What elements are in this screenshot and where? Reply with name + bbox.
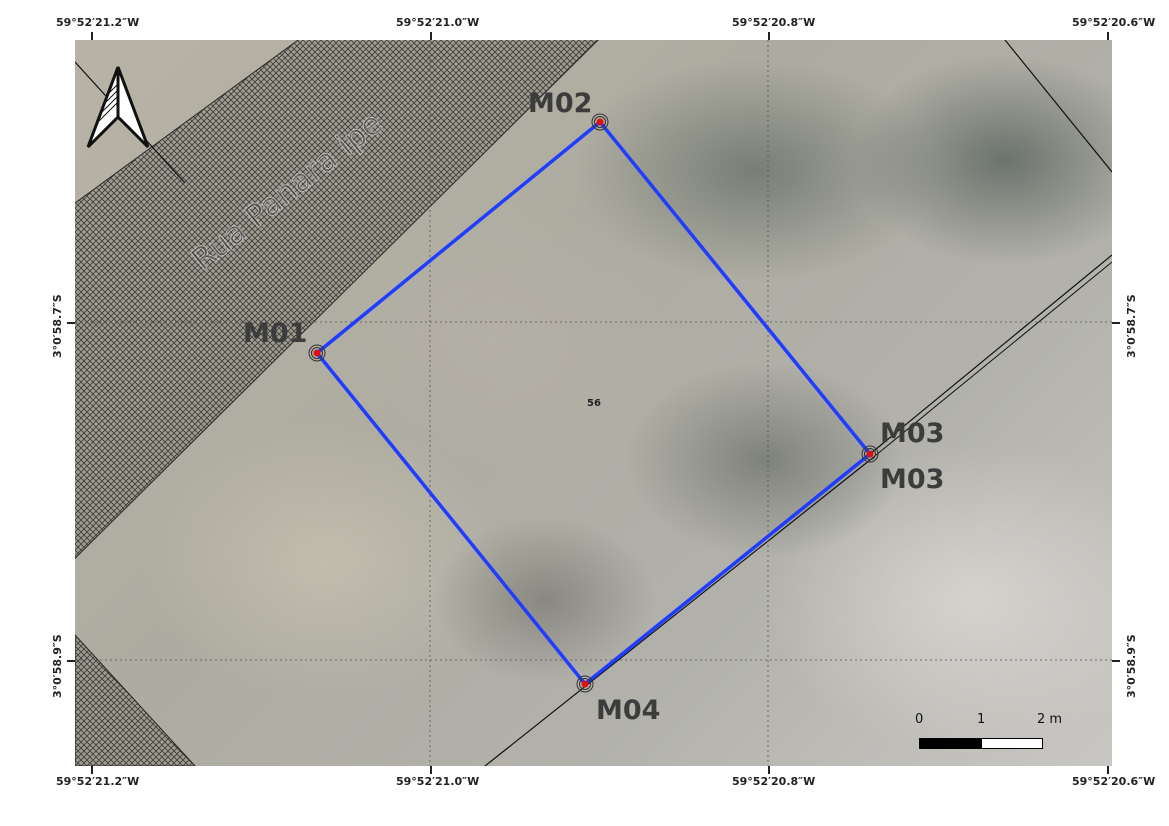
marker-label-m02: M02	[528, 88, 593, 119]
scale-label-2: 2 m	[1037, 712, 1063, 727]
marker-m04	[576, 675, 594, 693]
grid-label-right-2: 3°0′58.9″S	[1125, 634, 1138, 698]
marker-label-m03: M03	[880, 418, 945, 449]
grid-tick	[67, 660, 75, 662]
grid-label-top-4: 59°52′20.6″W	[1072, 16, 1156, 29]
grid-tick	[1107, 766, 1109, 774]
grid-label-left-2: 3°0′58.9″S	[51, 634, 64, 698]
grid-label-left-1: 3°0′58.7″S	[51, 294, 64, 358]
grid-tick	[1107, 32, 1109, 40]
scale-segment-light	[981, 738, 1043, 749]
grid-tick	[1112, 322, 1120, 324]
map-layers	[75, 40, 1112, 766]
street-area-hatch	[75, 40, 599, 559]
grid-tick	[91, 766, 93, 774]
scale-label-0: 0	[915, 712, 924, 727]
marker-m02	[591, 113, 609, 131]
marker-label-m03-secondary: M03	[880, 464, 945, 495]
grid-tick	[1112, 660, 1120, 662]
lot-line	[1004, 40, 1112, 173]
scale-bar: 0 1 2 m	[915, 712, 1062, 752]
grid-label-bottom-2: 59°52′21.0″W	[396, 775, 480, 788]
grid-tick	[67, 322, 75, 324]
marker-m01	[308, 344, 326, 362]
grid-tick	[91, 32, 93, 40]
lot-line	[869, 254, 1112, 455]
grid-label-right-1: 3°0′58.7″S	[1125, 294, 1138, 358]
marker-label-m04: M04	[596, 695, 661, 726]
scale-label-1: 1	[977, 712, 986, 727]
grid-label-top-2: 59°52′21.0″W	[396, 16, 480, 29]
grid-label-bottom-1: 59°52′21.2″W	[56, 775, 140, 788]
street-area-lower-hatch	[75, 634, 196, 766]
scale-segment-dark	[919, 738, 981, 749]
grid-tick	[768, 32, 770, 40]
lot-line	[869, 261, 1112, 461]
marker-label-m01: M01	[243, 318, 308, 349]
parcel-number-label: 56	[587, 398, 601, 409]
grid-tick	[430, 766, 432, 774]
grid-label-bottom-4: 59°52′20.6″W	[1072, 775, 1156, 788]
grid-tick	[430, 32, 432, 40]
map-canvas[interactable]: Rua Panara ipe M01 M02 M03 M03 M04 56 0 …	[75, 40, 1112, 766]
marker-m03	[861, 445, 879, 463]
north-arrow-icon	[83, 62, 153, 161]
grid-label-top-1: 59°52′21.2″W	[56, 16, 140, 29]
grid-label-top-3: 59°52′20.8″W	[732, 16, 816, 29]
grid-label-bottom-3: 59°52′20.8″W	[732, 775, 816, 788]
grid-tick	[768, 766, 770, 774]
lot-line	[484, 459, 871, 766]
